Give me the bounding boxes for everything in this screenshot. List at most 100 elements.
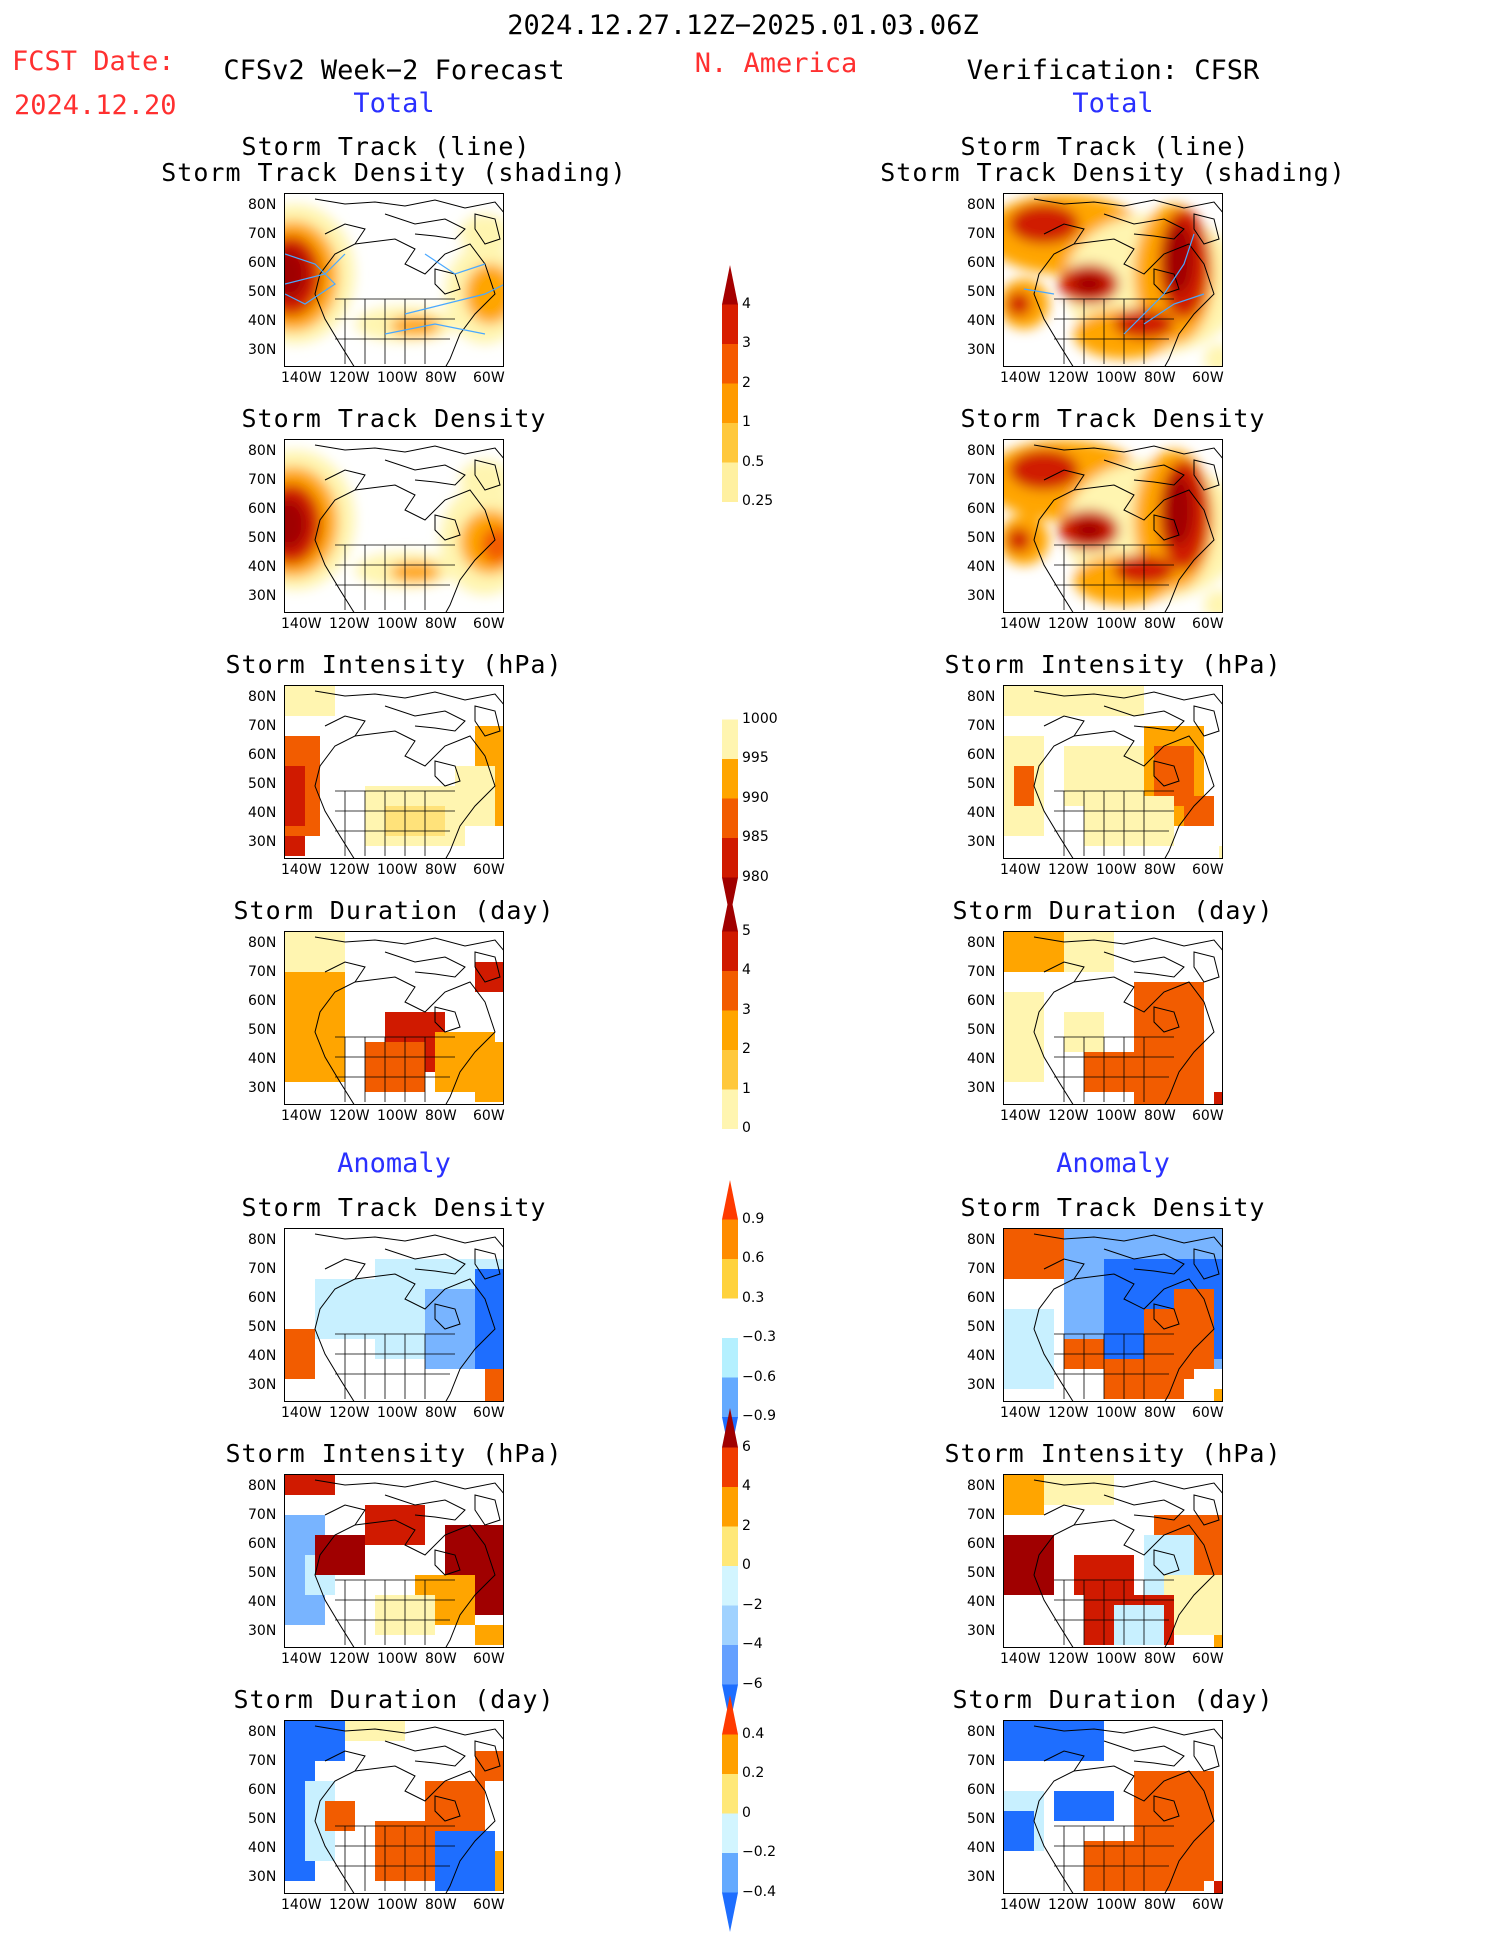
lon-tick-label: 140W — [1000, 616, 1041, 632]
colorbar-label: 0.25 — [742, 493, 774, 509]
coastline — [474, 213, 501, 245]
colorbar-label: 3 — [742, 335, 751, 351]
grid-cell-block — [345, 1721, 405, 1741]
lat-tick-label: 80N — [248, 443, 277, 459]
coastline — [434, 1303, 461, 1330]
coastline — [1193, 705, 1220, 737]
colorbar-swatch — [722, 1695, 738, 1735]
colorbar-label: 1000 — [742, 710, 778, 727]
map-panel — [284, 931, 504, 1105]
colorbar-swatch — [722, 1089, 738, 1129]
colorbar-label: 0 — [742, 1120, 751, 1136]
lon-tick-label: 60W — [473, 1405, 505, 1421]
lon-tick-label: 80W — [425, 1108, 457, 1124]
lat-tick-label: 80N — [248, 1478, 277, 1494]
colorbar-swatch — [722, 1447, 738, 1487]
coastline — [354, 1519, 496, 1647]
lon-tick-label: 120W — [1048, 1108, 1089, 1124]
storm-track-line — [1143, 293, 1205, 325]
lon-tick-label: 100W — [1096, 1108, 1137, 1124]
coastline — [1103, 951, 1185, 978]
colorbar-density-anom — [722, 1180, 738, 1457]
lat-tick-label: 60N — [248, 747, 277, 763]
map-panel — [284, 1474, 504, 1648]
density-blob — [390, 562, 440, 582]
colorbar-label: 2 — [742, 1517, 751, 1534]
lon-tick-label: 60W — [1192, 1651, 1224, 1667]
colorbar-label: 2 — [742, 1041, 751, 1057]
lon-tick-label: 100W — [377, 1651, 418, 1667]
grid-cell-block — [285, 1721, 345, 1761]
coastline — [1193, 1494, 1220, 1526]
lon-tick-label: 120W — [1048, 862, 1089, 878]
lon-tick-label: 80W — [1144, 1651, 1176, 1667]
colorbar-swatch — [722, 1129, 738, 1169]
lon-tick-label: 120W — [1048, 1651, 1089, 1667]
colorbar-swatch — [722, 1010, 738, 1050]
lat-tick-label: 40N — [967, 559, 996, 575]
colorbar-label: −0.6 — [742, 1368, 776, 1385]
coastline — [354, 1765, 496, 1893]
region-title: N. America — [694, 48, 858, 79]
lat-tick-label: 50N — [967, 1022, 996, 1038]
lon-tick-label: 140W — [281, 616, 322, 632]
grid-cell-block — [1004, 932, 1064, 972]
colorbar-swatch — [722, 1050, 738, 1090]
lon-tick-label: 80W — [1144, 370, 1176, 386]
coastline — [354, 1273, 496, 1401]
coastline — [434, 1549, 461, 1576]
coastline — [1193, 459, 1220, 491]
colorbar-label: 985 — [742, 829, 769, 845]
map-field — [1004, 1475, 1222, 1647]
lat-tick-label: 30N — [248, 834, 277, 850]
lat-tick-label: 70N — [967, 226, 996, 242]
lon-tick-label: 100W — [1096, 1651, 1137, 1667]
coastline — [474, 951, 501, 983]
lon-tick-label: 100W — [1096, 370, 1137, 386]
map-panel — [1003, 685, 1223, 859]
grid-cell-block — [365, 1042, 425, 1092]
title-anom-duration-left: Storm Duration (day) — [233, 1685, 555, 1714]
colorbar-label: 0.3 — [742, 1289, 765, 1306]
lon-tick-label: 120W — [1048, 1405, 1089, 1421]
map-field — [285, 444, 503, 612]
coastline — [434, 268, 461, 295]
lat-tick-label: 40N — [248, 313, 277, 329]
lon-tick-label: 100W — [1096, 862, 1137, 878]
lat-tick-label: 80N — [967, 197, 996, 213]
coastline — [1033, 936, 1222, 951]
grid-cell-block — [1004, 1811, 1034, 1851]
colorbar-swatch — [722, 1892, 738, 1932]
coastline — [1193, 1248, 1220, 1280]
storm-track-line — [285, 253, 346, 285]
lon-tick-label: 60W — [1192, 1108, 1224, 1124]
title-track-line-right: Storm Track (line) — [960, 132, 1250, 161]
title-density-left: Storm Track Density — [241, 404, 547, 433]
lat-tick-label: 30N — [248, 1377, 277, 1393]
colorbar-label: 990 — [742, 789, 769, 806]
colorbar-label: 0.2 — [742, 1765, 765, 1781]
density-blob — [1009, 450, 1079, 490]
density-blob — [285, 249, 307, 299]
coastline — [354, 730, 496, 858]
lat-tick-label: 60N — [967, 747, 996, 763]
map-panel — [284, 439, 504, 613]
density-blob — [460, 214, 503, 254]
lon-tick-label: 100W — [377, 1108, 418, 1124]
coastline — [314, 469, 366, 612]
lat-tick-label: 70N — [248, 718, 277, 734]
lat-tick-label: 50N — [967, 776, 996, 792]
lon-tick-label: 120W — [329, 1108, 370, 1124]
coastline — [1153, 760, 1180, 787]
coastline — [1073, 1519, 1215, 1647]
lon-tick-label: 80W — [425, 862, 457, 878]
map-field — [285, 198, 503, 366]
lat-tick-label: 80N — [967, 1232, 996, 1248]
lon-tick-label: 120W — [329, 370, 370, 386]
lat-tick-label: 40N — [967, 1594, 996, 1610]
density-blob — [1009, 204, 1079, 244]
colorbar-label: 0.9 — [742, 1210, 765, 1227]
grid-cell-block — [1214, 1389, 1222, 1401]
map-field — [1004, 1721, 1222, 1893]
lon-tick-label: 60W — [1192, 862, 1224, 878]
